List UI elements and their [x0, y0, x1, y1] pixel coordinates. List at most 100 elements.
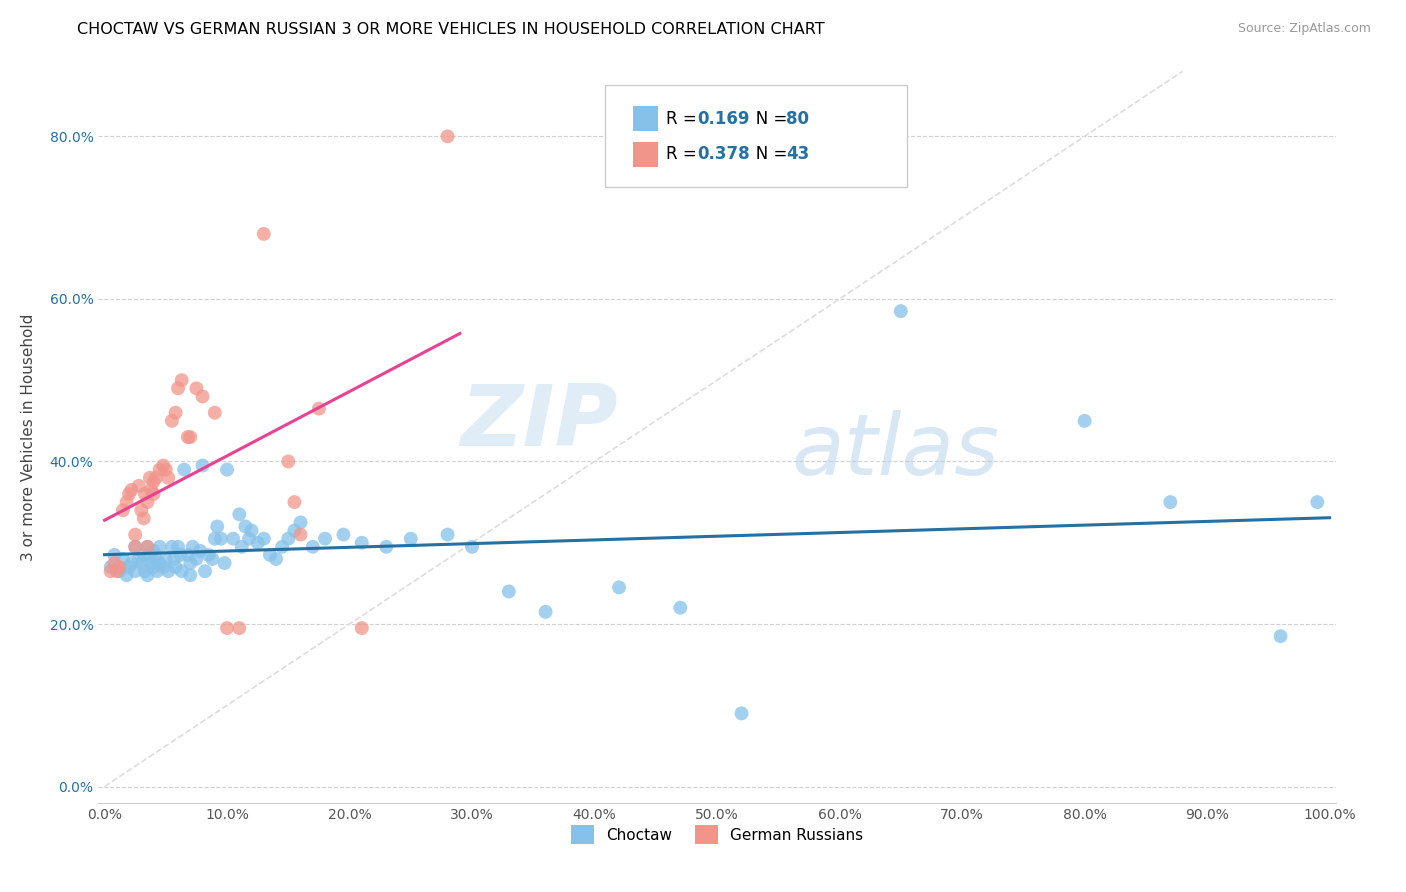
Point [170, 564, 193, 578]
Point [399, 532, 422, 546]
Point [136, 568, 159, 582]
Point [204, 406, 226, 420]
Point [163, 552, 186, 566]
Point [124, 527, 146, 541]
Point [124, 540, 146, 554]
Point [136, 540, 159, 554]
Point [177, 548, 200, 562]
Point [215, 462, 238, 476]
Point [186, 381, 208, 395]
Point [105, 564, 128, 578]
Point [165, 560, 187, 574]
Point [108, 564, 131, 578]
Point [191, 458, 214, 473]
Point [214, 556, 236, 570]
Point [264, 552, 287, 566]
Point [173, 462, 195, 476]
Point [132, 548, 155, 562]
Point [118, 487, 141, 501]
Point [283, 495, 305, 509]
Point [142, 560, 165, 574]
Point [160, 540, 183, 554]
Point [259, 548, 281, 562]
Point [160, 414, 183, 428]
Point [188, 544, 211, 558]
Point [100, 560, 122, 574]
Point [108, 560, 131, 574]
Point [890, 304, 912, 318]
Point [177, 430, 200, 444]
Point [136, 495, 159, 509]
Text: N =: N = [740, 110, 792, 128]
Point [191, 389, 214, 403]
Point [118, 560, 141, 574]
Point [194, 564, 217, 578]
Point [139, 548, 162, 562]
Point [228, 621, 250, 635]
Point [179, 568, 201, 582]
Point [165, 406, 187, 420]
Text: 0.378: 0.378 [697, 145, 749, 163]
Point [253, 227, 276, 241]
Point [271, 540, 294, 554]
Point [607, 581, 630, 595]
Point [209, 532, 232, 546]
Point [121, 483, 143, 497]
Text: N =: N = [740, 145, 792, 163]
Point [134, 487, 156, 501]
Point [155, 552, 177, 566]
Point [179, 430, 201, 444]
Text: ZIP: ZIP [460, 381, 619, 464]
Point [139, 556, 162, 570]
Point [222, 532, 245, 546]
Point [240, 524, 263, 538]
Point [1270, 629, 1292, 643]
Point [146, 564, 169, 578]
Point [290, 516, 312, 530]
Point [1073, 414, 1095, 428]
Point [149, 540, 172, 554]
Point [167, 381, 190, 395]
Point [332, 527, 354, 541]
Point [186, 552, 208, 566]
Point [145, 552, 167, 566]
Point [181, 540, 204, 554]
Point [283, 524, 305, 538]
Point [350, 621, 373, 635]
Point [155, 462, 177, 476]
Point [128, 479, 150, 493]
Point [145, 471, 167, 485]
Point [129, 556, 152, 570]
Point [179, 556, 201, 570]
Point [124, 540, 146, 554]
Text: 80: 80 [786, 110, 808, 128]
Point [157, 564, 180, 578]
Point [253, 532, 276, 546]
Y-axis label: 3 or more Vehicles in Household: 3 or more Vehicles in Household [21, 313, 35, 561]
Point [149, 556, 172, 570]
Point [157, 471, 180, 485]
Point [308, 401, 330, 416]
Point [246, 535, 269, 549]
Point [167, 540, 190, 554]
Point [201, 552, 224, 566]
Point [228, 508, 250, 522]
Point [170, 373, 193, 387]
Point [730, 706, 752, 721]
Text: R =: R = [666, 145, 703, 163]
Point [238, 532, 260, 546]
Point [375, 540, 398, 554]
Point [128, 552, 150, 566]
Point [142, 544, 165, 558]
Point [669, 600, 692, 615]
Point [132, 511, 155, 525]
Point [204, 532, 226, 546]
Text: CHOCTAW VS GERMAN RUSSIAN 3 OR MORE VEHICLES IN HOUSEHOLD CORRELATION CHART: CHOCTAW VS GERMAN RUSSIAN 3 OR MORE VEHI… [77, 22, 825, 37]
Point [350, 535, 373, 549]
Point [124, 564, 146, 578]
Point [197, 548, 219, 562]
Point [142, 475, 165, 489]
Point [136, 540, 159, 554]
Point [149, 462, 172, 476]
Point [1159, 495, 1181, 509]
